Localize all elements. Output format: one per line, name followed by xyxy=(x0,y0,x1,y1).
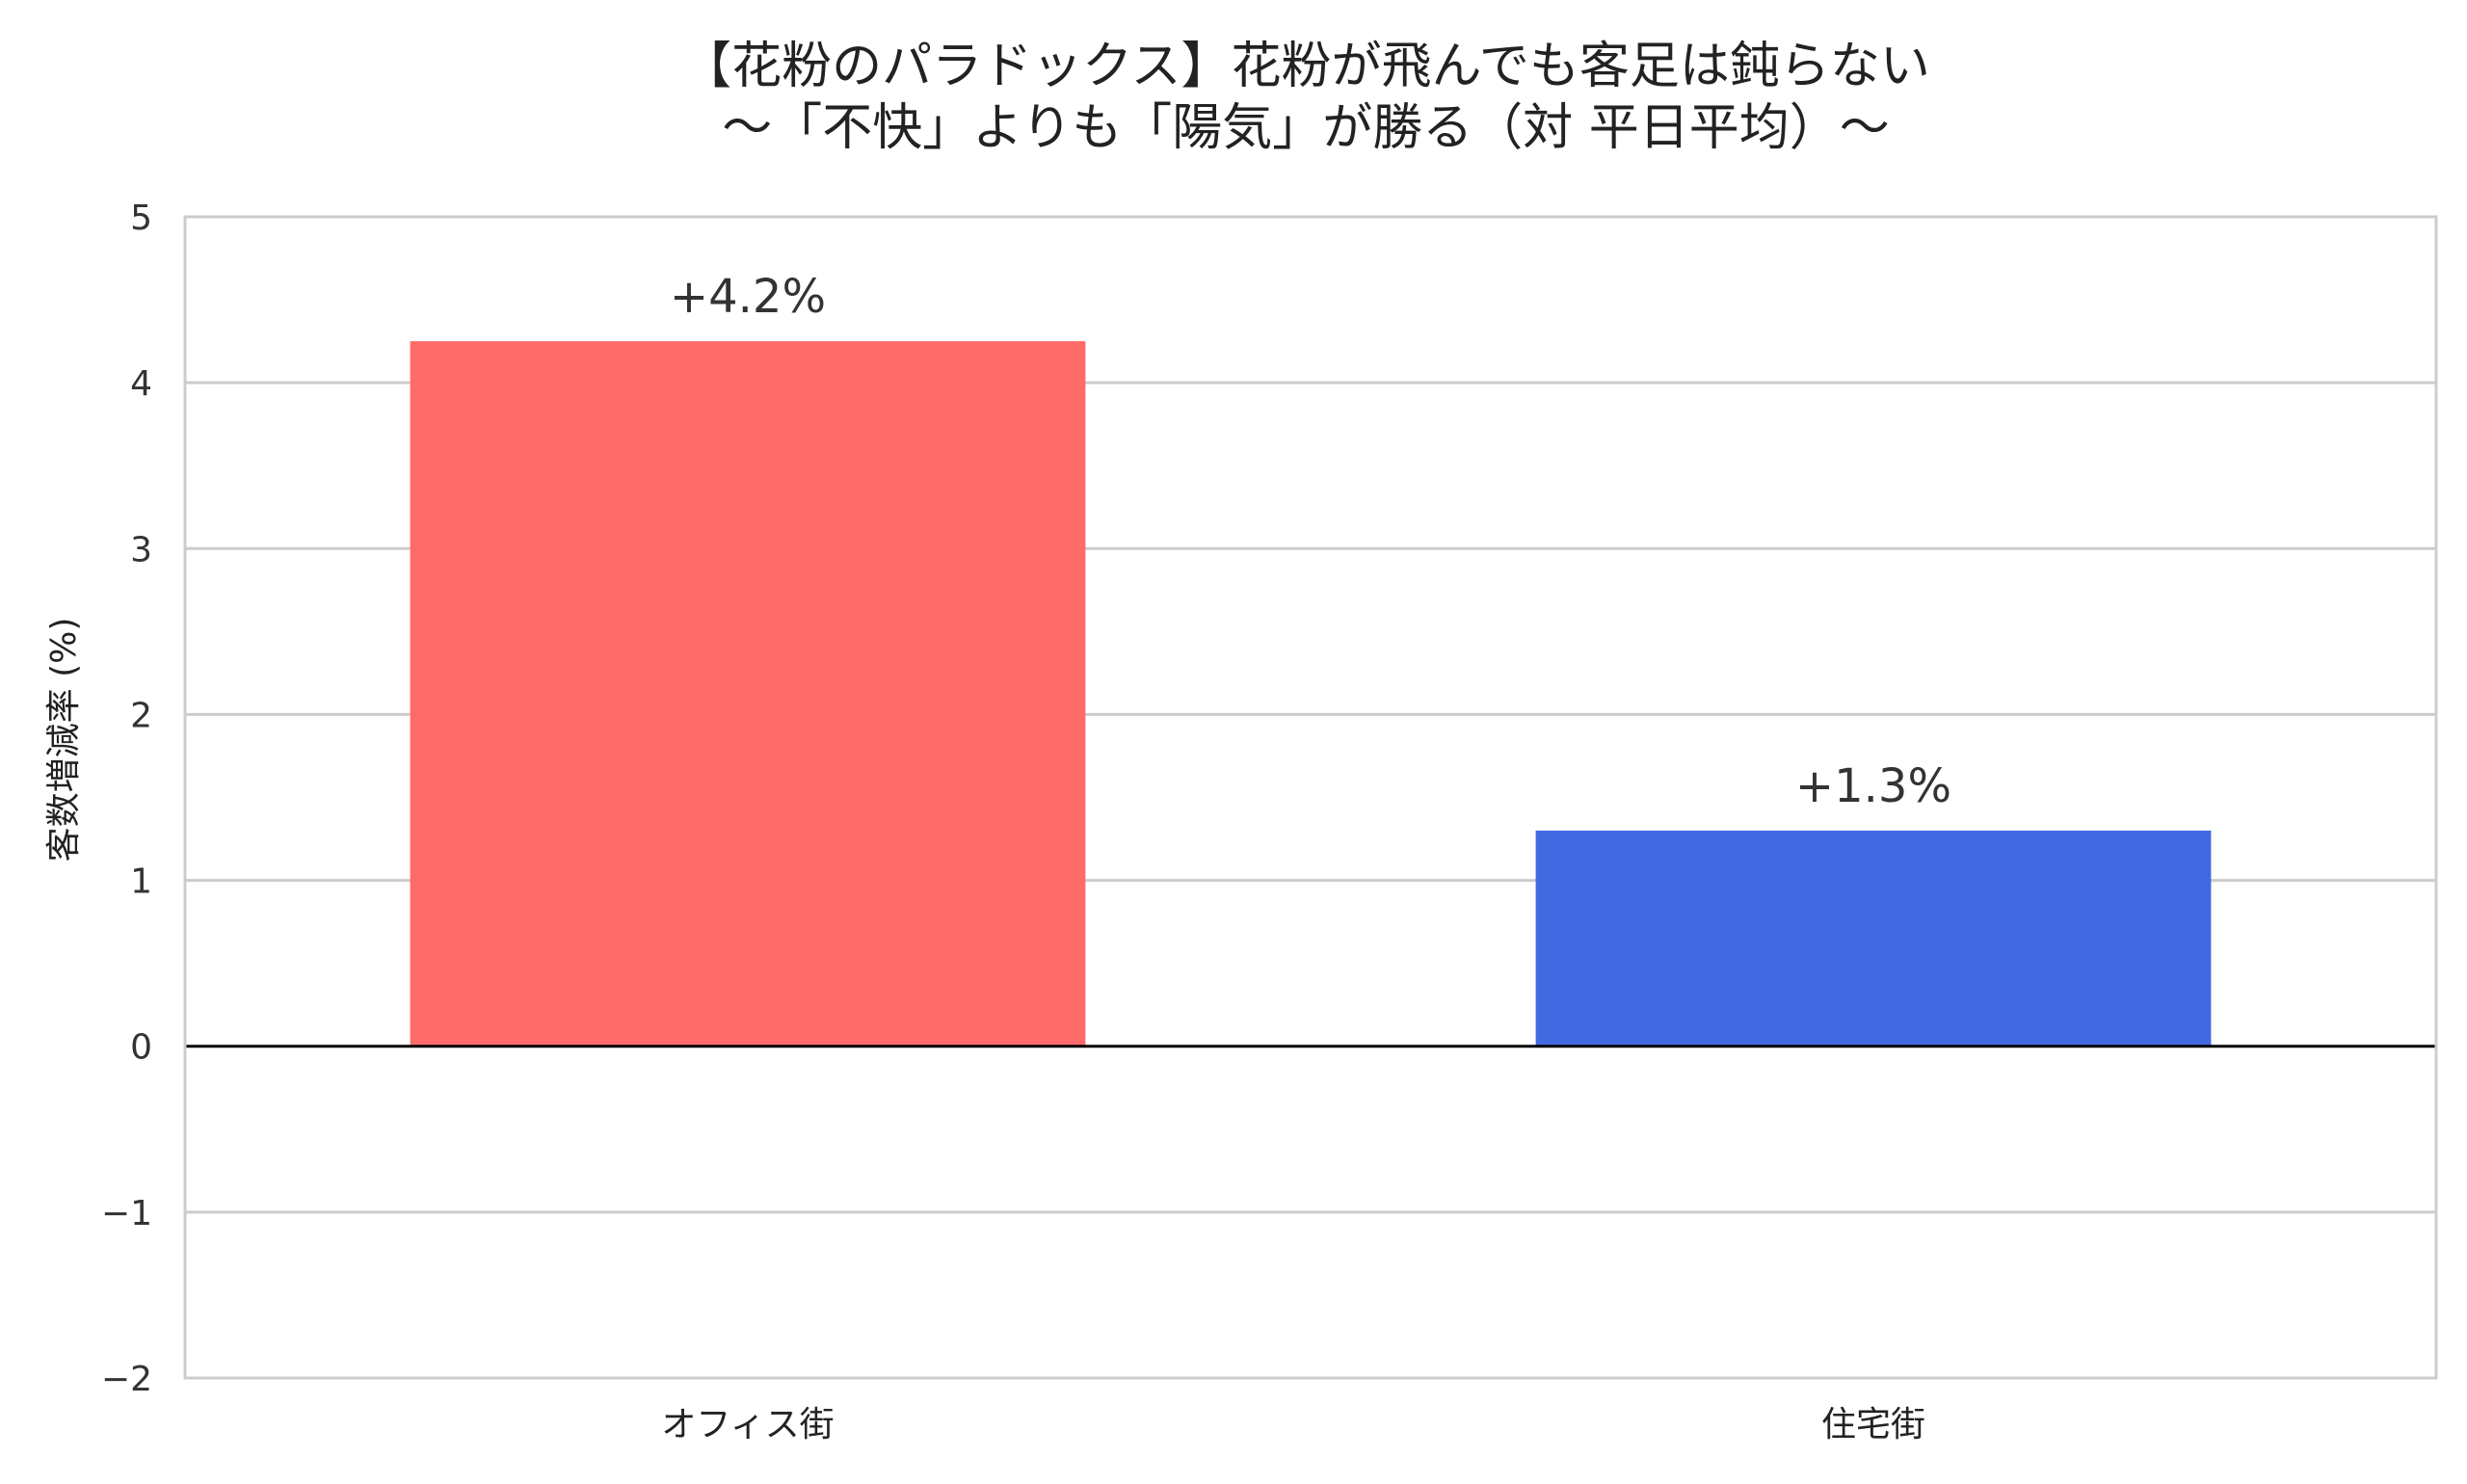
x-tick-label: 住宅街 xyxy=(1821,1405,1925,1444)
bar-1 xyxy=(410,341,1086,1047)
y-tick-label: −1 xyxy=(101,1194,152,1233)
data-label: +4.2% xyxy=(670,270,826,324)
y-tick-label: 0 xyxy=(130,1028,152,1068)
chart-title-line-1: 【花粉のパラドックス】花粉が飛んでも客足は鈍らない xyxy=(681,38,1930,95)
y-axis-title: 客数増減率 (%) xyxy=(44,618,84,862)
y-tick-label: 2 xyxy=(130,696,152,735)
chart-title-line-2: ～「不快」よりも「陽気」が勝る（対 平日平均）～ xyxy=(722,99,1890,157)
y-tick-label: 3 xyxy=(130,530,152,570)
bars xyxy=(410,341,2212,1047)
data-labels: +4.2% +1.3% xyxy=(670,270,1951,813)
y-axis-ticks: −2 −1 0 1 2 3 4 5 xyxy=(101,199,152,1399)
plot-frame xyxy=(183,215,2438,1380)
y-tick-label: 5 xyxy=(130,199,152,238)
x-tick-label: オフィス街 xyxy=(661,1405,834,1444)
data-label: +1.3% xyxy=(1795,759,1951,813)
x-axis-ticks: オフィス街 住宅街 xyxy=(661,1405,1925,1444)
y-tick-label: −2 xyxy=(101,1360,152,1399)
bar-2 xyxy=(1535,830,2212,1047)
y-tick-label: 4 xyxy=(130,364,152,404)
y-tick-label: 1 xyxy=(130,862,152,902)
chart-title: 【花粉のパラドックス】花粉が飛んでも客足は鈍らない ～「不快」よりも「陽気」が勝… xyxy=(681,38,1930,157)
